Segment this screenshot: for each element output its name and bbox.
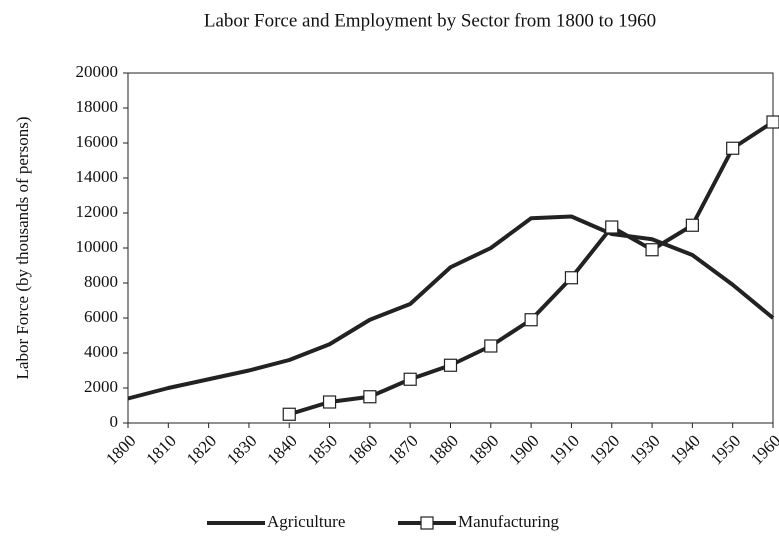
data-point [645,243,659,257]
legend-label: Agriculture [267,512,345,531]
x-tick-label: 1830 [223,431,260,468]
x-tick-label: 1960 [747,431,779,468]
x-tick-label: 1850 [304,431,341,468]
y-tick-label: 4000 [84,342,118,361]
legend-marker [420,516,434,530]
x-tick-label: 1910 [546,431,583,468]
x-tick-label: 1890 [465,431,502,468]
y-tick-label: 12000 [76,202,119,221]
data-point [443,358,458,372]
x-tick-label: 1930 [626,431,663,468]
data-point [766,115,779,129]
y-tick-label: 2000 [84,377,118,396]
y-tick-label: 6000 [84,307,118,326]
y-tick-label: 14000 [76,167,119,186]
x-tick-label: 1860 [344,431,381,468]
data-point [282,407,296,421]
y-tick-label: 10000 [76,237,119,256]
series-line [288,120,775,417]
x-tick-label: 1840 [263,431,300,468]
data-point [726,141,740,155]
data-point [322,395,337,409]
y-tick-label: 20000 [76,62,119,81]
data-point [403,372,417,386]
legend-label: Manufacturing [458,512,560,531]
data-point [484,339,498,353]
y-tick-label: 8000 [84,272,118,291]
y-axis-label: Labor Force (by thousands of persons) [13,117,32,380]
data-point [685,218,699,232]
y-tick-label: 18000 [76,97,119,116]
data-point [605,220,619,234]
chart-title: Labor Force and Employment by Sector fro… [204,10,656,31]
y-tick-label: 16000 [76,132,119,151]
x-tick-label: 1900 [505,431,542,468]
data-point [363,390,377,404]
x-tick-label: 1820 [183,431,220,468]
x-tick-label: 1920 [586,431,623,468]
x-tick-label: 1950 [707,431,744,468]
x-tick-label: 1880 [425,431,462,468]
x-tick-label: 1800 [102,431,139,468]
x-tick-label: 1870 [384,431,421,468]
x-tick-label: 1810 [142,431,179,468]
x-tick-label: 1940 [666,431,703,468]
data-point [564,271,579,285]
data-point [524,313,538,327]
series-line [127,214,775,401]
y-tick-label: 0 [110,412,119,431]
